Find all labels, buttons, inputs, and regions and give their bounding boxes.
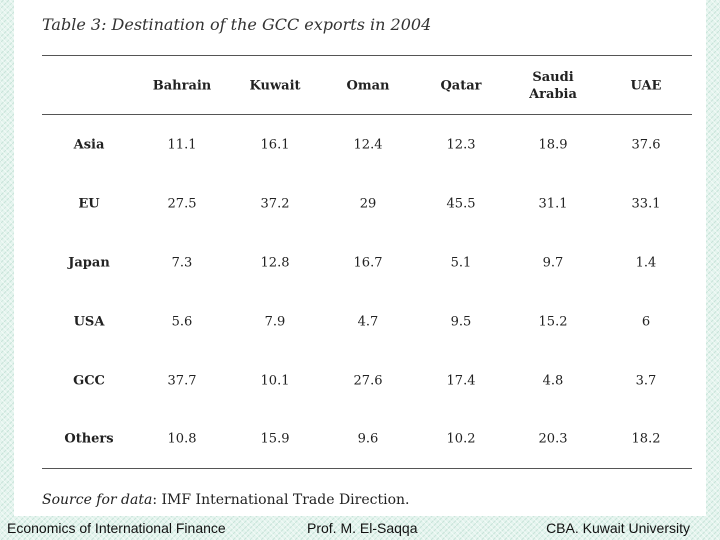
table-cell: 33.1 bbox=[631, 196, 661, 212]
table-cell: 16.7 bbox=[353, 255, 383, 271]
slide-footer: Economics of International Finance Prof.… bbox=[0, 516, 720, 540]
row-label: Asia bbox=[73, 137, 105, 153]
table-cell: 18.9 bbox=[538, 137, 568, 153]
footer-author: Prof. M. El-Saqqa bbox=[307, 520, 418, 536]
table-cell: 18.2 bbox=[631, 431, 661, 447]
row-label: Others bbox=[64, 431, 114, 447]
footer-institution: CBA. Kuwait University bbox=[546, 520, 690, 536]
table-cell: 9.5 bbox=[450, 314, 472, 330]
table-cell: 16.1 bbox=[260, 137, 290, 153]
table-cell: 20.3 bbox=[538, 431, 568, 447]
column-header: Kuwait bbox=[249, 78, 301, 94]
table-cell: 15.9 bbox=[260, 431, 290, 447]
row-label: EU bbox=[78, 196, 100, 212]
table-cell: 4.8 bbox=[542, 373, 564, 389]
source-note: Source for data: IMF International Trade… bbox=[42, 492, 409, 508]
column-header: Oman bbox=[346, 78, 390, 94]
table-cell: 7.9 bbox=[264, 314, 286, 330]
table-cell: 4.7 bbox=[357, 314, 379, 330]
source-label: Source for data bbox=[42, 492, 153, 508]
footer-course: Economics of International Finance bbox=[7, 520, 226, 536]
table-cell: 37.2 bbox=[260, 196, 290, 212]
column-header: Saudi Arabia bbox=[529, 70, 577, 102]
table-cell: 9.6 bbox=[357, 431, 379, 447]
table-cell: 7.3 bbox=[171, 255, 193, 271]
table-cell: 10.8 bbox=[167, 431, 197, 447]
table-cell: 12.8 bbox=[260, 255, 290, 271]
table-cell: 10.1 bbox=[260, 373, 290, 389]
column-header: Bahrain bbox=[152, 78, 212, 94]
table-cell: 5.1 bbox=[450, 255, 472, 271]
row-label: GCC bbox=[73, 373, 105, 389]
table-cell: 11.1 bbox=[167, 137, 197, 153]
table-cell: 3.7 bbox=[635, 373, 657, 389]
table-cell: 17.4 bbox=[446, 373, 476, 389]
table-title: Table 3: Destination of the GCC exports … bbox=[42, 15, 432, 34]
row-label: Japan bbox=[68, 255, 110, 271]
table-bottom-rule bbox=[42, 468, 692, 469]
table-cell: 29 bbox=[359, 196, 377, 212]
row-label: USA bbox=[73, 314, 105, 330]
table-cell: 12.3 bbox=[446, 137, 476, 153]
slide-panel bbox=[14, 0, 706, 516]
table-cell: 1.4 bbox=[635, 255, 657, 271]
column-header: Qatar bbox=[440, 78, 482, 94]
table-cell: 45.5 bbox=[446, 196, 476, 212]
table-top-rule bbox=[42, 55, 692, 56]
table-cell: 9.7 bbox=[542, 255, 564, 271]
table-cell: 37.7 bbox=[167, 373, 197, 389]
table-cell: 6 bbox=[641, 314, 651, 330]
table-cell: 37.6 bbox=[631, 137, 661, 153]
table-cell: 5.6 bbox=[171, 314, 193, 330]
table-cell: 10.2 bbox=[446, 431, 476, 447]
table-cell: 27.5 bbox=[167, 196, 197, 212]
table-cell: 31.1 bbox=[538, 196, 568, 212]
source-text: : IMF International Trade Direction. bbox=[152, 492, 410, 508]
table-cell: 15.2 bbox=[538, 314, 568, 330]
table-cell: 27.6 bbox=[353, 373, 383, 389]
column-header: UAE bbox=[630, 78, 662, 94]
table-cell: 12.4 bbox=[353, 137, 383, 153]
table-header-rule bbox=[42, 114, 692, 115]
